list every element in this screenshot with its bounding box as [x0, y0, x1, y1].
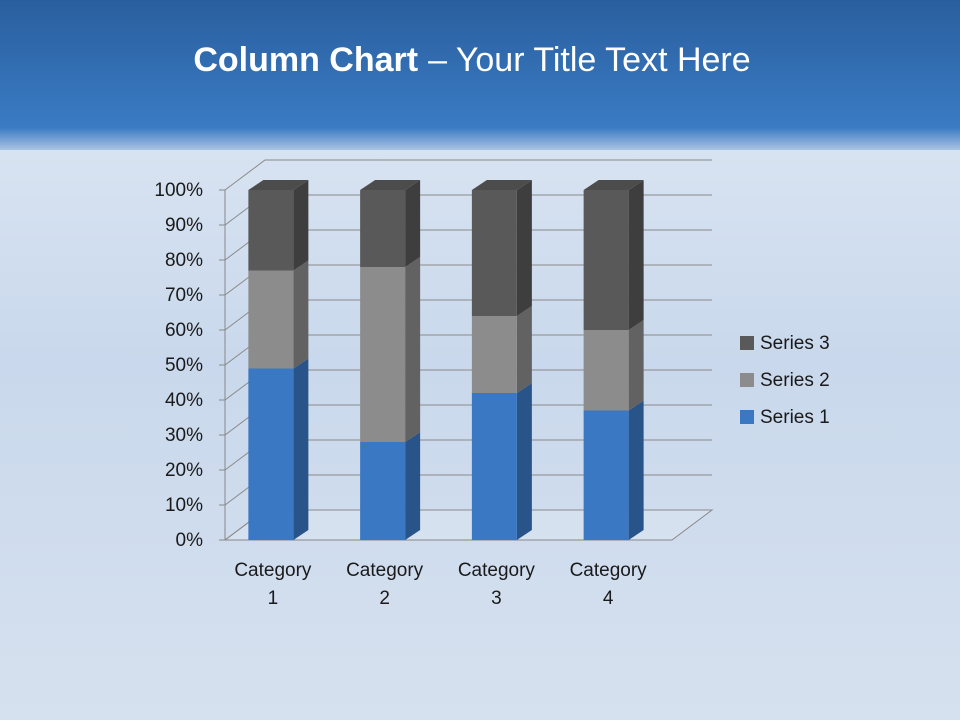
bar-side — [405, 180, 421, 267]
bar-side — [405, 257, 421, 442]
legend-label: Series 2 — [760, 370, 830, 391]
chart-title: Column Chart – Your Title Text Here — [193, 41, 750, 79]
title-rest: – Your Title Text Here — [428, 41, 751, 79]
bar-segment — [471, 316, 517, 393]
y-tick-label: 20% — [165, 460, 203, 481]
y-tick-label: 30% — [165, 425, 203, 446]
bar-segment — [583, 190, 629, 330]
bar-segment — [471, 393, 517, 540]
bar-segment — [360, 442, 406, 540]
bar-side — [628, 320, 644, 411]
legend-swatch — [740, 373, 754, 387]
x-tick-label: Category 1 — [234, 560, 312, 609]
chart: 0% 10% 20% 30% 40% 50% 60% 70% 80% 90% 100% Categor… — [154, 159, 830, 609]
bar-side — [405, 432, 421, 540]
x-tick-label: Category 4 — [570, 560, 648, 609]
legend-label: Series 3 — [760, 333, 830, 354]
bar-side — [628, 400, 644, 540]
bar-top — [471, 180, 532, 190]
bar-side — [516, 180, 532, 316]
bar-segment — [248, 190, 294, 271]
y-tick-label: 40% — [165, 390, 203, 411]
bar-side — [516, 383, 532, 540]
y-tick-label: 80% — [165, 250, 203, 271]
x-tick-label: Category 2 — [346, 560, 424, 609]
bar-top — [583, 180, 644, 190]
y-tick-label: 60% — [165, 320, 203, 341]
y-tick-label: 0% — [176, 530, 204, 551]
bar-segment — [360, 190, 406, 267]
title-band — [0, 0, 960, 150]
legend-label: Series 1 — [760, 407, 830, 428]
x-tick-label: Category 3 — [458, 560, 536, 609]
y-tick-label: 100% — [154, 180, 203, 201]
bar-segment — [583, 330, 629, 411]
bar-side — [628, 180, 644, 330]
y-tick-label: 70% — [165, 285, 203, 306]
legend-swatch — [740, 336, 754, 350]
y-tick-label: 90% — [165, 215, 203, 236]
bar-top — [248, 180, 309, 190]
legend-swatch — [740, 410, 754, 424]
bar-side — [293, 260, 309, 369]
bar-top — [360, 180, 421, 190]
bar-side — [293, 180, 309, 271]
bar-side — [516, 306, 532, 393]
bar-segment — [248, 368, 294, 540]
bar-segment — [360, 267, 406, 442]
bar-segment — [471, 190, 517, 316]
y-tick-label: 10% — [165, 495, 203, 516]
grid-line — [224, 159, 712, 191]
y-tick-label: 50% — [165, 355, 203, 376]
title-bold: Column Chart — [193, 41, 418, 79]
bar-side — [293, 358, 309, 540]
bar-segment — [248, 270, 294, 369]
bar-segment — [583, 410, 629, 540]
